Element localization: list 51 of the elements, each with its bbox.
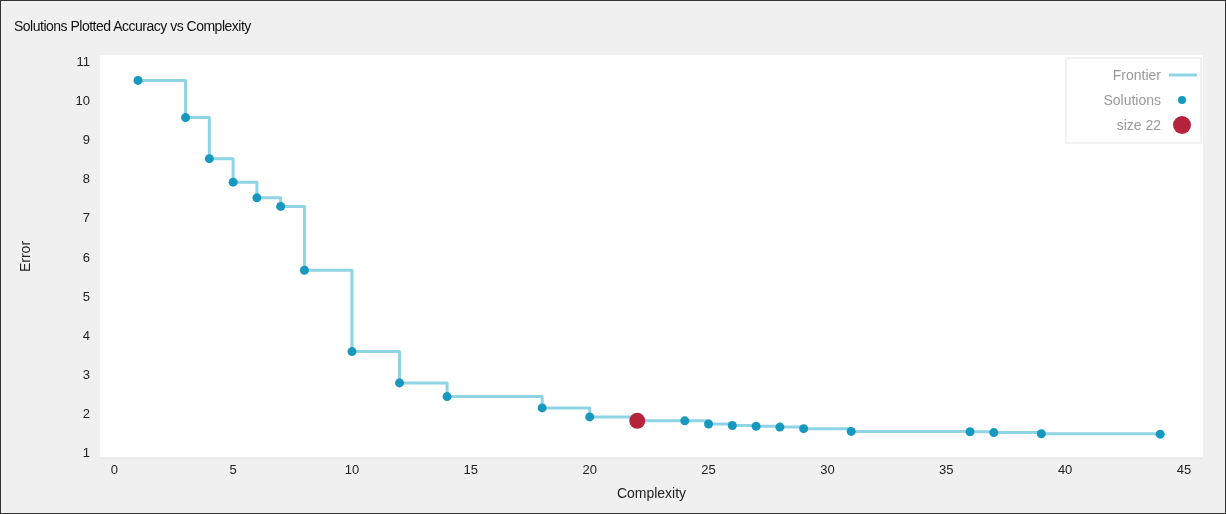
- point: [799, 424, 809, 434]
- point: [846, 426, 856, 436]
- point: [276, 201, 286, 211]
- point: [629, 412, 646, 429]
- y-tick-label: 2: [82, 406, 90, 421]
- y-tick-label: 5: [82, 288, 90, 304]
- y-tick-label: 11: [76, 53, 90, 69]
- legend-label: Solutions: [1103, 92, 1161, 108]
- point: [989, 428, 999, 438]
- point: [181, 113, 191, 123]
- x-tick-label: 40: [1057, 462, 1073, 477]
- point: [965, 427, 975, 437]
- y-tick-label: 6: [82, 249, 90, 265]
- chart-title: Solutions Plotted Accuracy vs Complexity: [14, 18, 252, 34]
- y-tick-label: 9: [82, 132, 90, 148]
- y-tick-label: 7: [82, 210, 90, 226]
- point: [704, 419, 714, 429]
- point: [442, 392, 452, 402]
- point: [751, 421, 761, 431]
- y-tick-label: 4: [82, 327, 90, 343]
- point: [1036, 429, 1046, 439]
- y-tick-label: 3: [82, 366, 90, 382]
- legend-label: size 22: [1116, 117, 1162, 133]
- y-tick-label: 10: [75, 93, 90, 108]
- x-tick-label: 25: [701, 462, 716, 477]
- point: [299, 265, 309, 275]
- point: [585, 412, 595, 422]
- x-tick-label: 15: [463, 462, 479, 477]
- point: [680, 416, 690, 426]
- y-tick-label: 8: [82, 171, 90, 187]
- x-tick-label: 10: [344, 462, 360, 477]
- x-tick-label: 35: [939, 462, 954, 477]
- x-tick-label: 20: [582, 462, 597, 477]
- x-tick-label: 5: [229, 462, 237, 477]
- x-axis-title: Complexity: [616, 485, 687, 501]
- point: [228, 177, 238, 187]
- point: [204, 154, 214, 164]
- point: [395, 378, 405, 388]
- y-tick-label: 1: [82, 445, 90, 461]
- x-tick-label: 30: [820, 462, 835, 477]
- x-tick-label: 45: [1176, 462, 1192, 477]
- point: [727, 421, 737, 431]
- point: [347, 347, 357, 357]
- y-axis-title: Error: [17, 240, 33, 273]
- legend-label: Frontier: [1112, 67, 1162, 83]
- point: [1155, 429, 1165, 439]
- point: [252, 193, 262, 203]
- point: [537, 403, 547, 413]
- x-tick-label: 0: [110, 462, 118, 477]
- point: [775, 422, 785, 432]
- point: [133, 75, 143, 85]
